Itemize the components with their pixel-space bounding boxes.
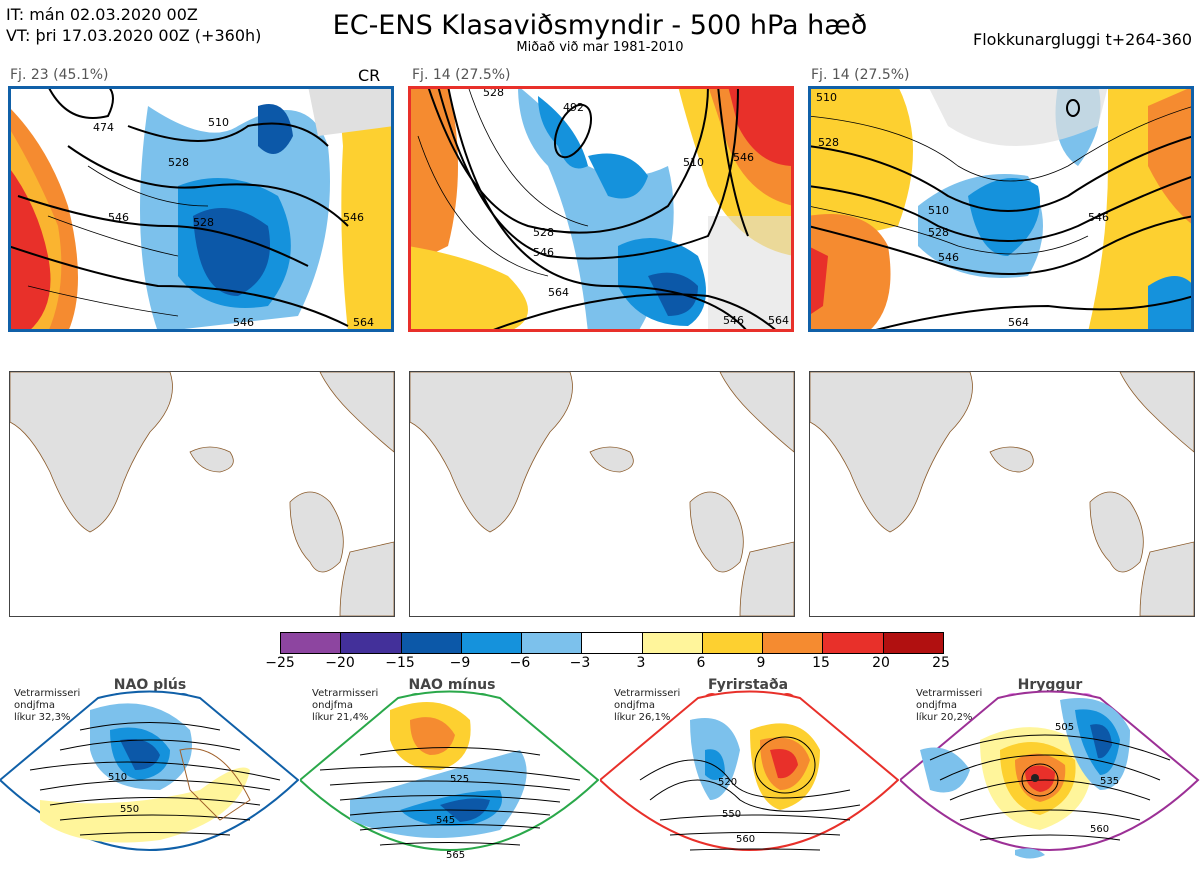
legend-swatch (281, 633, 342, 653)
contour-label: 528 (928, 226, 949, 239)
contour-label: 564 (548, 286, 569, 299)
legend-tick: 6 (696, 655, 706, 671)
regime-3-map[interactable]: 520 550 560 (598, 690, 900, 870)
contour-label: 546 (938, 251, 959, 264)
panel-1-label: Fj. 23 (45.1%) (10, 67, 109, 83)
contour-label: 565 (446, 850, 465, 861)
contour-label: 528 (533, 226, 554, 239)
contour-label: 510 (208, 116, 229, 129)
legend-tick: 9 (756, 655, 766, 671)
valid-time: VT: þri 17.03.2020 00Z (+360h) (6, 26, 262, 45)
legend-swatch (522, 633, 583, 653)
regime-1-title: NAO plús (113, 677, 187, 693)
legend-tick: −15 (385, 655, 415, 671)
legend-swatch (341, 633, 402, 653)
page-title: EC-ENS Klasaviðsmyndir - 500 hPa hæð (332, 10, 868, 41)
contour-label: 550 (120, 804, 139, 815)
contour-label: 535 (1100, 776, 1119, 787)
legend-swatch (823, 633, 884, 653)
contour-label: 546 (108, 211, 129, 224)
contour-label: 520 (718, 777, 737, 788)
legend-tick: 25 (932, 655, 950, 671)
contour-label: 546 (1088, 211, 1109, 224)
anomaly-map-cluster-3[interactable]: 510 528 510 528 546 546 564 (808, 86, 1194, 332)
regime-4-map[interactable]: 505 535 560 (898, 690, 1200, 870)
basemap-1[interactable] (9, 371, 395, 617)
contour-label: 546 (533, 246, 554, 259)
contour-label: 528 (483, 86, 504, 99)
legend-tick: −25 (265, 655, 295, 671)
basemap-3[interactable] (809, 371, 1195, 617)
contour-label: 560 (736, 834, 755, 845)
regime-2-stats: Vetrarmisseri ondjfma líkur 21,4% (312, 688, 379, 723)
basemap-2[interactable] (409, 371, 795, 617)
regime-3-stats: Vetrarmisseri ondjfma líkur 26,1% (614, 688, 681, 723)
legend-swatch (763, 633, 824, 653)
contour-label: 510 (108, 772, 127, 783)
legend-swatch (401, 633, 462, 653)
legend-tick: 20 (872, 655, 890, 671)
contour-label: 528 (818, 136, 839, 149)
contour-label: 546 (723, 314, 744, 327)
regime-4-stats: Vetrarmisseri ondjfma líkur 20,2% (916, 688, 983, 723)
regime-1-map[interactable]: 510 550 (0, 690, 300, 870)
legend-tick: 3 (636, 655, 646, 671)
color-legend (280, 632, 944, 654)
anomaly-map-cluster-2[interactable]: 528 492 510 528 546 564 546 546 564 (408, 86, 794, 332)
contour-label: 546 (343, 211, 364, 224)
panel-2-label: Fj. 14 (27.5%) (412, 67, 511, 83)
legend-swatch (702, 633, 764, 653)
legend-swatch (642, 633, 703, 653)
contour-label: 492 (563, 101, 584, 114)
contour-label: 510 (928, 204, 949, 217)
panel-3-frame (808, 86, 1194, 332)
contour-label: 564 (1008, 316, 1029, 329)
contour-label: 525 (450, 774, 469, 785)
regime-1-stats: Vetrarmisseri ondjfma líkur 32,3% (14, 688, 81, 723)
regime-2-title: NAO mínus (408, 677, 496, 693)
contour-label: 564 (353, 316, 374, 329)
regime-2-map[interactable]: 525 545 565 (298, 690, 600, 870)
contour-label: 505 (1055, 722, 1074, 733)
contour-label: 528 (168, 156, 189, 169)
legend-swatch (582, 633, 643, 653)
legend-tick: −9 (449, 655, 471, 671)
contour-label: 560 (1090, 824, 1109, 835)
legend-swatch (883, 633, 943, 653)
legend-tick: −20 (325, 655, 355, 671)
contour-label: 545 (436, 815, 455, 826)
contour-label: 510 (816, 91, 837, 104)
contour-label: 546 (733, 151, 754, 164)
contour-label: 528 (193, 216, 214, 229)
legend-tick: 15 (812, 655, 830, 671)
legend-tick: −3 (569, 655, 591, 671)
anomaly-map-cluster-1[interactable]: 474 510 528 546 528 546 546 564 (8, 86, 394, 332)
panel-1-tag: CR (358, 66, 381, 85)
regime-3-title: Fyrirstaða (707, 677, 789, 693)
panel-3-label: Fj. 14 (27.5%) (811, 67, 910, 83)
header-info: IT: mán 02.03.2020 00Z VT: þri 17.03.202… (6, 4, 261, 46)
legend-swatch (461, 633, 523, 653)
initial-time: IT: mán 02.03.2020 00Z (6, 5, 198, 24)
panel-1-frame (8, 86, 394, 332)
regime-4-title: Hryggur (1017, 677, 1083, 693)
legend-tick: −6 (509, 655, 531, 671)
contour-label: 550 (722, 809, 741, 820)
classification-window: Flokkunargluggi t+264-360 (973, 30, 1192, 49)
contour-label: 546 (233, 316, 254, 329)
panel-2-frame (408, 86, 794, 332)
contour-label: 474 (93, 121, 114, 134)
contour-label: 564 (768, 314, 789, 327)
contour-label: 510 (683, 156, 704, 169)
page-subtitle: Miðað við mar 1981-2010 (516, 40, 684, 55)
